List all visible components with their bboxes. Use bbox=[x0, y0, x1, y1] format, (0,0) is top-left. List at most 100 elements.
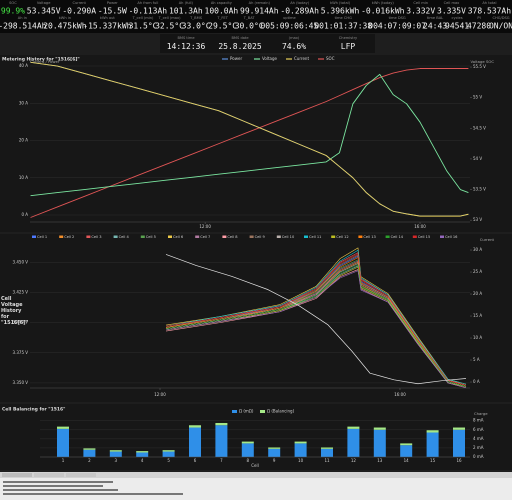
legend-label: Cell 2 bbox=[64, 235, 74, 239]
stat-label: kWh out bbox=[100, 16, 116, 20]
stat-label: Ah total bbox=[482, 1, 496, 5]
legend-swatch bbox=[249, 235, 254, 238]
stat-value: 31.5°C bbox=[129, 22, 158, 31]
legend-label: Cell 5 bbox=[146, 235, 156, 239]
bar bbox=[453, 429, 465, 457]
legend-label: Current bbox=[294, 56, 309, 61]
log-line bbox=[3, 489, 118, 491]
stat-label: SOC bbox=[9, 1, 17, 5]
info-label: (max) bbox=[289, 36, 300, 40]
x-tick-label: 11 bbox=[324, 458, 330, 463]
info-value: 14:12:36 bbox=[167, 42, 206, 51]
log-tab[interactable] bbox=[2, 473, 32, 477]
y2-tick-label: 0 mA bbox=[473, 454, 484, 459]
stat-value: 24:43 bbox=[423, 22, 447, 31]
stat-value: -298.514Ah bbox=[0, 22, 47, 31]
stat-label: kWh in bbox=[59, 16, 71, 20]
bar bbox=[189, 427, 201, 457]
cell-line bbox=[165, 264, 467, 387]
x-tick-label: 9 bbox=[273, 458, 276, 463]
y-tick-label: 3.400 V bbox=[13, 320, 29, 325]
stat-label: PI bbox=[477, 16, 480, 20]
y2-tick-label: 53.5 V bbox=[473, 187, 486, 192]
y-tick-label: 40 A bbox=[19, 63, 28, 68]
legend-label: Cell 1 bbox=[37, 235, 47, 239]
y-tick-label: 20 A bbox=[19, 138, 28, 143]
x-tick-label: 6 bbox=[194, 458, 197, 463]
legend-label: Cell 9 bbox=[255, 235, 266, 239]
y2-tick-label: 53 V bbox=[473, 217, 482, 222]
stat-value: 53.345V bbox=[27, 7, 61, 16]
bar bbox=[109, 450, 122, 452]
stat-label: T_cell (min) bbox=[132, 16, 154, 20]
stat-label: Ah from full bbox=[137, 1, 158, 5]
log-tab[interactable] bbox=[66, 473, 96, 477]
stat-label: Ah (full) bbox=[179, 1, 194, 5]
bar bbox=[321, 447, 333, 449]
stat-label: Ah (remain) bbox=[249, 1, 271, 5]
legend-label: Cell 6 bbox=[173, 235, 184, 239]
x-tick-label: 3 bbox=[115, 458, 118, 463]
bar bbox=[373, 429, 386, 457]
y2-tick-label: 20 A bbox=[473, 291, 482, 296]
stat-label: Power bbox=[107, 1, 118, 5]
cells-panel bbox=[0, 234, 512, 402]
axis-title: Cell bbox=[251, 463, 258, 468]
cells-title: Cell Voltage History for "1516[6]" bbox=[1, 296, 29, 326]
stat-value: 29.5°C bbox=[208, 22, 237, 31]
chart-title: Metering History for "1516[6]" bbox=[2, 57, 80, 63]
log-line bbox=[3, 481, 113, 483]
legend-label: Cell 8 bbox=[227, 235, 238, 239]
legend-label: Cell 16 bbox=[445, 235, 458, 239]
x-tick-label: 12:00 bbox=[199, 224, 211, 229]
x-tick-label: 16:00 bbox=[394, 392, 406, 397]
bar bbox=[215, 422, 228, 426]
x-tick-label: 5 bbox=[167, 458, 170, 463]
bar bbox=[136, 452, 149, 457]
bar bbox=[321, 448, 333, 457]
legend-swatch bbox=[440, 235, 444, 238]
stat-value: 5.396kWh bbox=[321, 7, 360, 16]
log-tab[interactable] bbox=[34, 473, 64, 477]
bar bbox=[241, 443, 254, 457]
stat-label: Current bbox=[72, 1, 86, 5]
cell-line bbox=[165, 253, 467, 386]
cell-line bbox=[165, 247, 467, 385]
bar bbox=[294, 443, 307, 457]
y2-tick-label: 55 V bbox=[473, 95, 482, 100]
y-tick-label: 0 A bbox=[21, 212, 28, 217]
bar bbox=[347, 428, 360, 457]
y-tick-label: 3.450 V bbox=[13, 259, 29, 264]
cell-line bbox=[165, 266, 467, 387]
x-tick-label: 4 bbox=[141, 458, 144, 463]
axis-title: Current / Power bbox=[30, 59, 60, 64]
cell-line bbox=[165, 270, 467, 389]
stat-label: Cell max bbox=[444, 1, 461, 5]
log-line bbox=[3, 485, 103, 487]
legend-label: Cell 10 bbox=[282, 235, 295, 239]
y2-tick-label: 30 A bbox=[473, 247, 482, 252]
legend-swatch bbox=[59, 235, 64, 238]
stat-label: time BAL bbox=[427, 16, 443, 20]
stat-value: -15.337kWh bbox=[83, 22, 131, 31]
legend-label: Cell 15 bbox=[418, 235, 430, 239]
legend-swatch bbox=[276, 235, 281, 238]
bar bbox=[453, 427, 465, 430]
stat-value: 005:09:06:45 bbox=[260, 22, 318, 31]
y-tick-label: 30 A bbox=[19, 100, 28, 105]
legend-swatch bbox=[140, 235, 145, 238]
legend-label: Cell 12 bbox=[336, 235, 348, 239]
legend-label: Cell 7 bbox=[200, 235, 210, 239]
legend-swatch bbox=[222, 235, 227, 238]
bar bbox=[400, 443, 413, 446]
y2-tick-label: 8 mA bbox=[473, 418, 484, 423]
stat-value: 101.3Ah bbox=[169, 7, 203, 16]
x-tick-label: 1 bbox=[62, 458, 65, 463]
bar bbox=[426, 430, 439, 433]
legend-label: Ω (Balancing) bbox=[267, 409, 295, 414]
log-line bbox=[3, 493, 183, 495]
info-value: 25.8.2025 bbox=[218, 42, 262, 51]
stat-label: uptime bbox=[283, 16, 296, 20]
x-tick-label: 2 bbox=[88, 458, 91, 463]
legend-label: Cell 11 bbox=[309, 235, 321, 239]
